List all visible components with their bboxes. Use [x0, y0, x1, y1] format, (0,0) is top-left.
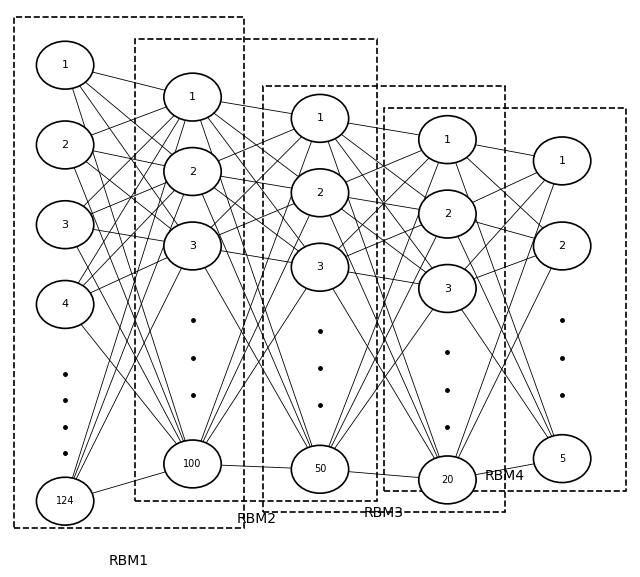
Text: RBM3: RBM3 [364, 507, 404, 520]
Text: RBM1: RBM1 [109, 554, 149, 568]
Text: 100: 100 [184, 459, 202, 469]
Text: 4: 4 [61, 299, 68, 309]
Circle shape [164, 148, 221, 196]
Circle shape [534, 137, 591, 185]
Text: 5: 5 [559, 454, 565, 464]
Text: 50: 50 [314, 464, 326, 474]
Text: RBM2: RBM2 [236, 512, 276, 526]
Circle shape [36, 42, 94, 89]
Text: 3: 3 [189, 241, 196, 251]
Circle shape [419, 456, 476, 504]
Text: 2: 2 [559, 241, 566, 251]
Text: 20: 20 [441, 475, 454, 485]
Text: 2: 2 [444, 209, 451, 219]
Circle shape [419, 190, 476, 238]
Circle shape [291, 169, 349, 217]
Text: 1: 1 [444, 134, 451, 145]
Circle shape [36, 201, 94, 249]
Circle shape [36, 280, 94, 328]
Text: 1: 1 [559, 156, 566, 166]
Circle shape [419, 116, 476, 163]
Circle shape [419, 265, 476, 312]
Text: RBM4: RBM4 [484, 469, 525, 484]
Circle shape [291, 95, 349, 143]
Circle shape [164, 73, 221, 121]
Circle shape [36, 477, 94, 525]
Text: 3: 3 [444, 283, 451, 294]
Text: 2: 2 [316, 188, 324, 198]
Text: 1: 1 [317, 113, 323, 123]
Text: 1: 1 [61, 60, 68, 70]
Text: 2: 2 [61, 140, 68, 150]
Text: 124: 124 [56, 496, 74, 506]
Circle shape [291, 445, 349, 493]
Text: 2: 2 [189, 167, 196, 177]
Circle shape [164, 440, 221, 488]
Text: 3: 3 [61, 220, 68, 230]
Circle shape [164, 222, 221, 270]
Text: 1: 1 [189, 92, 196, 102]
Circle shape [36, 121, 94, 169]
Circle shape [534, 434, 591, 482]
Circle shape [291, 243, 349, 291]
Circle shape [534, 222, 591, 270]
Text: 3: 3 [317, 262, 323, 272]
